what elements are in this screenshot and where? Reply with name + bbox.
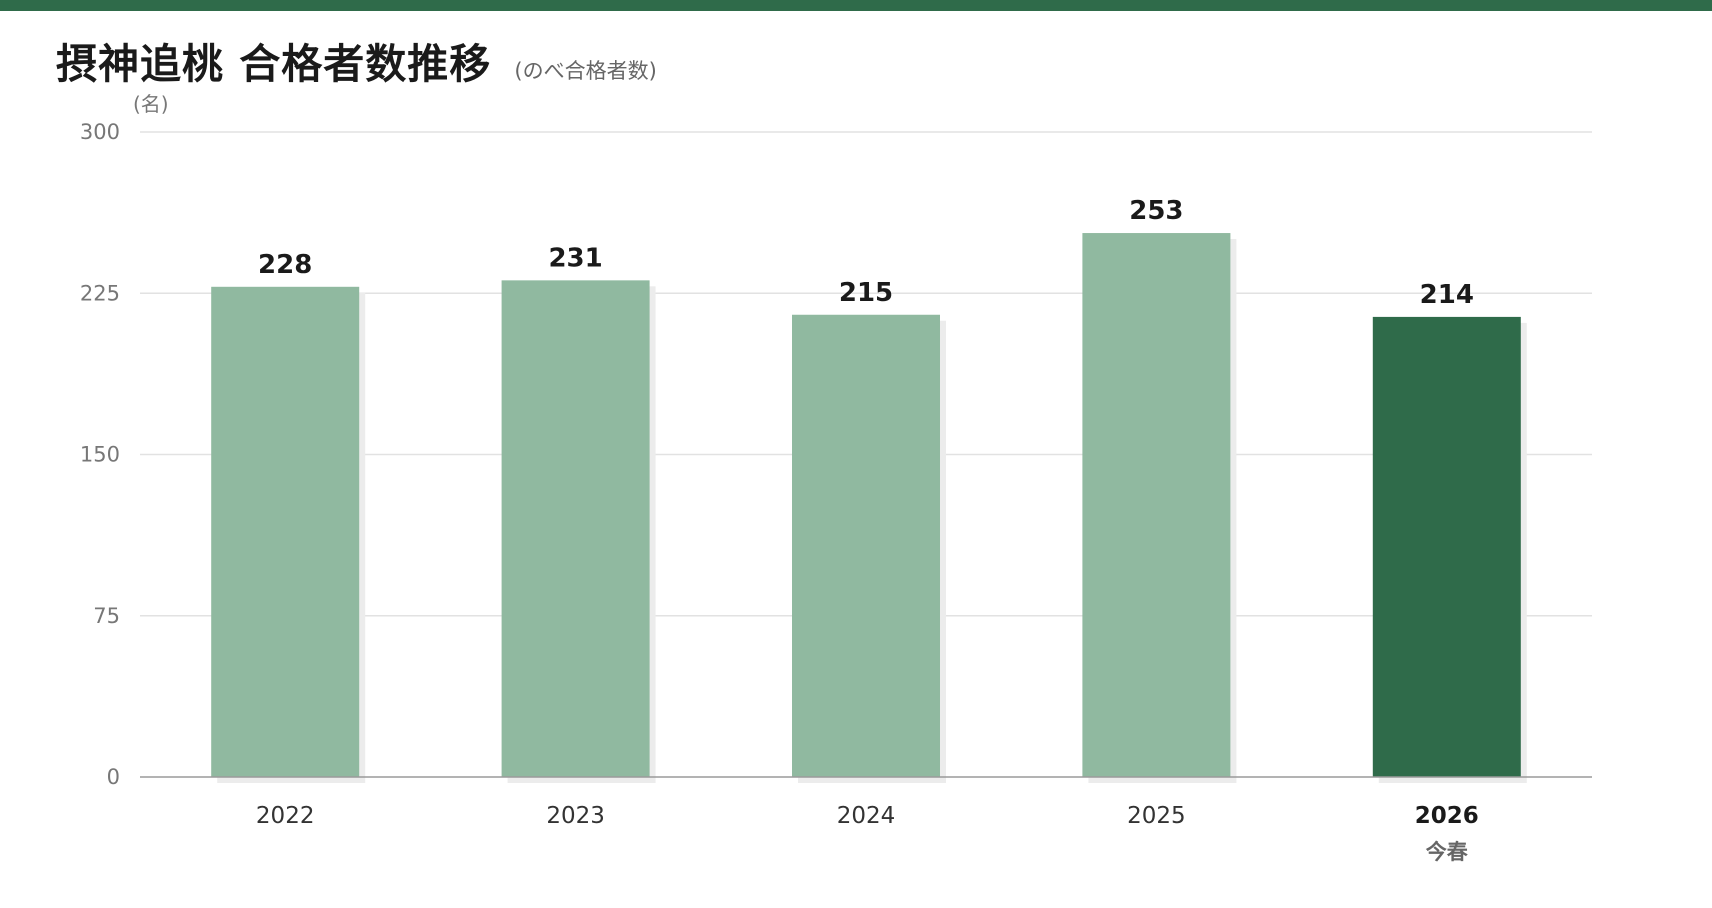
y-tick-label: 300 [80, 120, 120, 144]
y-axis-unit-label: (名) [133, 92, 169, 116]
y-tick-label: 75 [93, 604, 120, 628]
x-category-label: 2022 [256, 803, 315, 829]
bar [1082, 233, 1231, 778]
top-accent-bar [0, 0, 1712, 11]
y-tick-label: 0 [107, 765, 120, 789]
chart-subtitle: (のべ合格者数) [514, 59, 657, 83]
chart-title: 摂神追桃 合格者数推移 [56, 40, 492, 88]
x-category-label: 2024 [837, 803, 896, 829]
bar [792, 314, 940, 777]
bar [501, 280, 650, 777]
bar-value-label: 253 [1129, 196, 1183, 226]
bar [1372, 316, 1521, 777]
x-category-label: 2023 [546, 803, 605, 829]
bar-value-label: 214 [1420, 280, 1474, 310]
bar [211, 286, 360, 777]
chart-header: 摂神追桃 合格者数推移 (のべ合格者数) [56, 30, 657, 90]
bar-value-label: 215 [839, 278, 893, 308]
y-tick-label: 150 [80, 443, 120, 467]
x-category-sublabel: 今春 [1426, 840, 1469, 864]
x-category-label: 2026 [1415, 803, 1479, 829]
x-category-label: 2025 [1127, 803, 1186, 829]
bar-value-label: 228 [258, 250, 312, 280]
y-tick-label: 225 [80, 281, 120, 305]
bar-value-label: 231 [548, 243, 602, 273]
